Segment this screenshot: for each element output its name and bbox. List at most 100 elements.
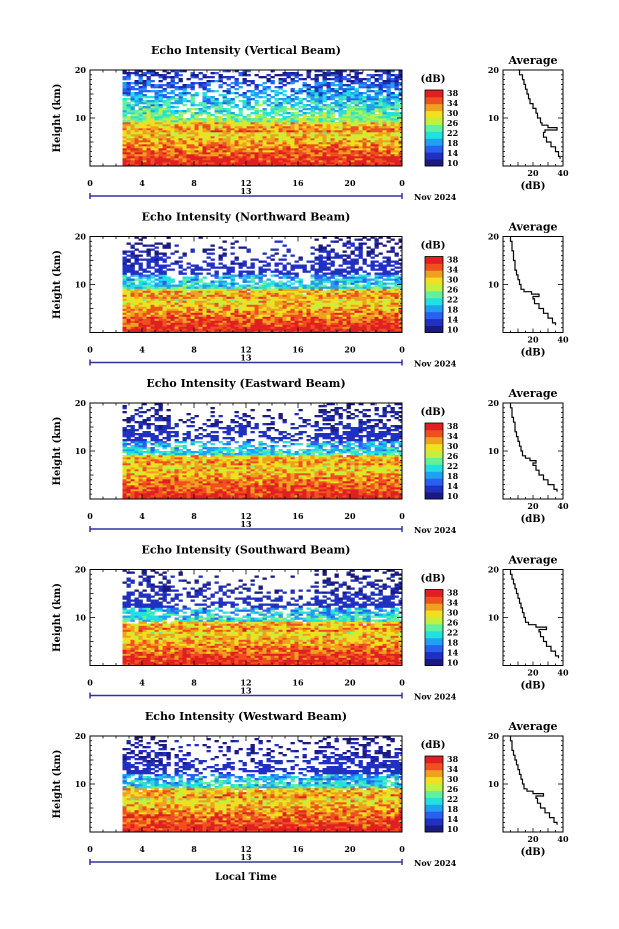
date-tick-label: 13 bbox=[240, 686, 252, 696]
colorbar-segment bbox=[425, 117, 443, 125]
colorbar-segment bbox=[425, 464, 443, 472]
colorbar-tick-label: 14 bbox=[447, 648, 459, 658]
colorbar-tick-label: 26 bbox=[447, 285, 459, 295]
x-tick-label: 20 bbox=[344, 678, 356, 688]
x-tick-label: 12 bbox=[240, 345, 251, 355]
colorbar-segment bbox=[425, 617, 443, 625]
date-tick-label: 13 bbox=[240, 852, 252, 862]
average-title: Average bbox=[507, 54, 557, 67]
colorbar-tick-label: 14 bbox=[447, 148, 459, 158]
x-tick-label: 4 bbox=[139, 511, 145, 521]
heatmap bbox=[122, 569, 403, 666]
colorbar-tick-label: 14 bbox=[447, 315, 459, 325]
colorbar-tick-label: 18 bbox=[447, 305, 459, 315]
colorbar-tick-label: 38 bbox=[447, 255, 459, 265]
y-axis-label: Height (km) bbox=[52, 84, 63, 153]
x-tick-label: 12 bbox=[240, 678, 251, 688]
avg-x-tick-label: 40 bbox=[557, 668, 569, 678]
colorbar-segment bbox=[425, 103, 443, 112]
colorbar-segment bbox=[425, 783, 443, 791]
x-tick-label: 4 bbox=[139, 844, 145, 854]
x-tick-label: 0 bbox=[399, 511, 405, 521]
x-tick-label: 0 bbox=[87, 178, 93, 188]
x-tick-label: 0 bbox=[87, 511, 93, 521]
average-profile: Average 10 20 20 40 (dB) bbox=[488, 387, 569, 525]
x-tick-label: 0 bbox=[399, 678, 405, 688]
colorbar-frame bbox=[424, 755, 444, 833]
heatmap bbox=[122, 403, 403, 500]
colorbar-segment bbox=[425, 423, 443, 431]
y-tick-label: 20 bbox=[75, 65, 87, 75]
avg-x-axis-label: (dB) bbox=[521, 514, 546, 525]
colorbar-segment bbox=[425, 110, 443, 118]
colorbar-segment bbox=[425, 450, 443, 458]
x-tick-label: 4 bbox=[139, 678, 145, 688]
panel-2: Echo Intensity (Eastward Beam) 10 20 Height… bbox=[52, 377, 569, 535]
colorbar-tick-label: 26 bbox=[447, 451, 459, 461]
x-tick-label: 20 bbox=[344, 345, 356, 355]
colorbar-segment bbox=[425, 624, 443, 632]
panel-title: Echo Intensity (Vertical Beam) bbox=[151, 44, 341, 57]
x-tick-label: 20 bbox=[344, 511, 356, 521]
panel-3: Echo Intensity (Southward Beam) 10 20 Heigh… bbox=[52, 544, 569, 702]
average-profile-line bbox=[509, 403, 558, 492]
colorbar-tick-label: 18 bbox=[447, 471, 459, 481]
panel-1: Echo Intensity (Northward Beam) 10 20 Heigh… bbox=[52, 211, 569, 369]
colorbar-tick-label: 30 bbox=[447, 108, 459, 118]
heatmap bbox=[122, 236, 403, 333]
colorbar-segment bbox=[425, 769, 443, 778]
colorbar-segment bbox=[425, 610, 443, 618]
colorbar-segment bbox=[425, 631, 443, 639]
colorbar-segment bbox=[425, 131, 443, 139]
colorbar-segment bbox=[425, 790, 443, 798]
panel-4: Echo Intensity (Westward Beam) 10 20 Height… bbox=[52, 710, 569, 868]
colorbar-segment bbox=[425, 159, 443, 167]
colorbar-segment bbox=[425, 263, 443, 271]
heatmap bbox=[122, 70, 403, 167]
colorbar-segment bbox=[425, 277, 443, 285]
x-tick-label: 16 bbox=[292, 844, 304, 854]
avg-x-tick-label: 20 bbox=[527, 335, 539, 345]
date-label: Nov 2024 bbox=[414, 525, 457, 535]
colorbar-segment bbox=[425, 825, 443, 833]
x-tick-label: 8 bbox=[191, 678, 197, 688]
colorbar-tick-label: 38 bbox=[447, 754, 459, 764]
colorbar-segment bbox=[425, 145, 443, 153]
colorbar-frame bbox=[424, 89, 444, 167]
x-tick-label: 0 bbox=[87, 345, 93, 355]
colorbar-tick-label: 34 bbox=[447, 98, 459, 108]
average-profile-line bbox=[509, 569, 560, 659]
colorbar-tick-label: 10 bbox=[447, 325, 459, 335]
colorbar-segment bbox=[425, 818, 443, 826]
x-tick-label: 16 bbox=[292, 511, 304, 521]
colorbar-tick-label: 26 bbox=[447, 118, 459, 128]
avg-x-tick-label: 20 bbox=[527, 668, 539, 678]
colorbar-tick-label: 30 bbox=[447, 608, 459, 618]
colorbar-segment bbox=[425, 478, 443, 486]
x-tick-label: 20 bbox=[344, 178, 356, 188]
average-title: Average bbox=[507, 221, 557, 234]
avg-x-axis-label: (dB) bbox=[521, 847, 546, 858]
average-title: Average bbox=[507, 387, 557, 400]
colorbar-segment bbox=[425, 138, 443, 146]
colorbar-tick-label: 34 bbox=[447, 598, 459, 608]
colorbar-tick-label: 30 bbox=[447, 275, 459, 285]
colorbar-tick-label: 22 bbox=[447, 628, 458, 638]
x-tick-label: 8 bbox=[191, 844, 197, 854]
avg-y-tick-label: 10 bbox=[488, 613, 500, 623]
colorbar-segment bbox=[425, 318, 443, 326]
average-profile: Average 10 20 20 40 (dB) bbox=[488, 54, 569, 192]
date-label: Nov 2024 bbox=[414, 192, 457, 202]
avg-y-tick-label: 10 bbox=[488, 779, 500, 789]
colorbar-segment bbox=[425, 603, 443, 611]
colorbar-tick-label: 10 bbox=[447, 158, 459, 168]
avg-y-tick-label: 10 bbox=[488, 280, 500, 290]
colorbar-unit: (dB) bbox=[421, 74, 446, 85]
colorbar-tick-label: 22 bbox=[447, 128, 458, 138]
avg-x-tick-label: 40 bbox=[557, 501, 569, 511]
colorbar-tick-label: 34 bbox=[447, 764, 459, 774]
colorbar-tick-label: 18 bbox=[447, 638, 459, 648]
average-profile: Average 10 20 20 40 (dB) bbox=[488, 554, 569, 692]
